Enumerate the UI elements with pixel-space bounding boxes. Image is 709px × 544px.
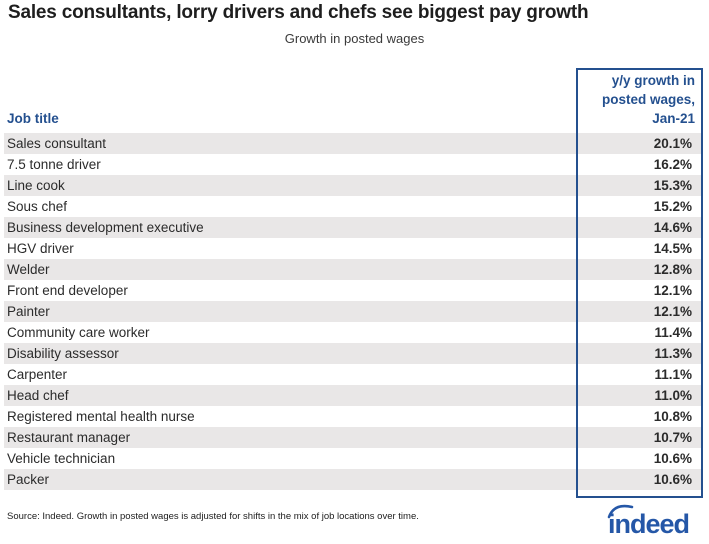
job-title-column-header: Job title bbox=[7, 111, 59, 126]
table-row: Head chef 11.0% bbox=[4, 385, 701, 406]
growth-value-cell: 10.7% bbox=[653, 430, 692, 445]
job-title-cell: Sous chef bbox=[7, 199, 68, 214]
job-title-cell: Community care worker bbox=[7, 325, 150, 340]
source-note: Source: Indeed. Growth in posted wages i… bbox=[7, 511, 419, 522]
job-title-cell: Painter bbox=[7, 304, 50, 319]
job-title-cell: Business development executive bbox=[7, 220, 204, 235]
growth-value-cell: 11.4% bbox=[654, 325, 692, 340]
job-title-cell: Front end developer bbox=[7, 283, 128, 298]
table-row: Front end developer 12.1% bbox=[4, 280, 701, 301]
table-row: Carpenter 11.1% bbox=[4, 364, 701, 385]
growth-value-cell: 20.1% bbox=[653, 136, 692, 151]
indeed-logo-text: indeed bbox=[608, 509, 689, 539]
indeed-logo: indeed bbox=[606, 500, 706, 539]
table-row: Sous chef 15.2% bbox=[4, 196, 701, 217]
job-title-cell: Vehicle technician bbox=[7, 451, 116, 466]
growth-value-cell: 10.6% bbox=[653, 472, 692, 487]
indeed-arc-icon bbox=[607, 504, 634, 519]
value-column-header-line: posted wages, bbox=[601, 92, 695, 107]
job-title-cell: HGV driver bbox=[7, 241, 74, 256]
table-row: 7.5 tonne driver 16.2% bbox=[4, 154, 701, 175]
chart-title: Sales consultants, lorry drivers and che… bbox=[8, 2, 589, 23]
table-row: Business development executive 14.6% bbox=[4, 217, 701, 238]
table-row: HGV driver 14.5% bbox=[4, 238, 701, 259]
value-column-header: y/y growth in posted wages, Jan-21 bbox=[576, 71, 695, 128]
job-title-cell: Line cook bbox=[7, 178, 65, 193]
growth-value-cell: 11.3% bbox=[654, 346, 692, 361]
job-title-cell: 7.5 tonne driver bbox=[7, 157, 101, 172]
job-title-cell: Welder bbox=[7, 262, 50, 277]
job-title-cell: Head chef bbox=[7, 388, 69, 403]
growth-value-cell: 11.0% bbox=[654, 388, 692, 403]
table-row: Community care worker 11.4% bbox=[4, 322, 701, 343]
growth-value-cell: 16.2% bbox=[653, 157, 692, 172]
job-title-cell: Restaurant manager bbox=[7, 430, 131, 445]
indeed-logo-graphic: indeed bbox=[607, 504, 690, 539]
job-growth-table: Sales consultant 20.1% 7.5 tonne driver 16… bbox=[4, 133, 701, 490]
growth-value-cell: 10.8% bbox=[653, 409, 692, 424]
job-title-cell: Disability assessor bbox=[7, 346, 119, 361]
table-row: Packer 10.6% bbox=[4, 469, 701, 490]
table-row: Registered mental health nurse 10.8% bbox=[4, 406, 701, 427]
table-row: Line cook 15.3% bbox=[4, 175, 701, 196]
table-row: Sales consultant 20.1% bbox=[4, 133, 701, 154]
growth-value-cell: 11.1% bbox=[654, 367, 692, 382]
growth-value-cell: 15.3% bbox=[653, 178, 692, 193]
table-row: Painter 12.1% bbox=[4, 301, 701, 322]
chart-subtitle: Growth in posted wages bbox=[284, 31, 425, 46]
table-row: Disability assessor 11.3% bbox=[4, 343, 701, 364]
job-title-cell: Packer bbox=[7, 472, 50, 487]
growth-value-cell: 12.1% bbox=[653, 304, 692, 319]
growth-value-cell: 10.6% bbox=[653, 451, 692, 466]
growth-value-cell: 12.1% bbox=[653, 283, 692, 298]
value-column-header-line: y/y growth in bbox=[611, 73, 695, 88]
growth-value-cell: 14.5% bbox=[653, 241, 692, 256]
job-title-cell: Carpenter bbox=[7, 367, 68, 382]
job-title-cell: Registered mental health nurse bbox=[7, 409, 195, 424]
growth-value-cell: 12.8% bbox=[653, 262, 692, 277]
table-row: Vehicle technician 10.6% bbox=[4, 448, 701, 469]
job-title-cell: Sales consultant bbox=[7, 136, 107, 151]
table-row: Welder 12.8% bbox=[4, 259, 701, 280]
growth-value-cell: 15.2% bbox=[653, 199, 692, 214]
value-column-header-line: Jan-21 bbox=[652, 111, 695, 126]
growth-value-cell: 14.6% bbox=[653, 220, 692, 235]
table-row: Restaurant manager 10.7% bbox=[4, 427, 701, 448]
